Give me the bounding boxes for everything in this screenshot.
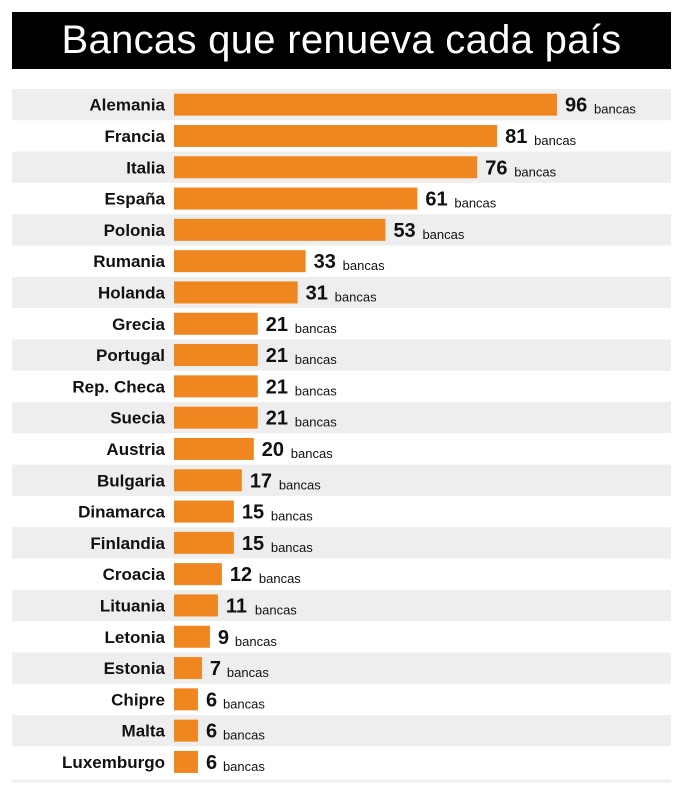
bar	[174, 625, 210, 648]
bar	[174, 312, 258, 335]
value-label: 17	[250, 470, 272, 492]
row-stripe	[12, 715, 671, 747]
value-label: 21	[266, 376, 288, 398]
category-label: Lituania	[100, 596, 166, 615]
unit-label: bancas	[422, 227, 464, 242]
bar	[174, 218, 386, 241]
unit-label: bancas	[295, 415, 337, 430]
category-label: Luxemburgo	[62, 753, 165, 772]
category-label: Dinamarca	[78, 503, 165, 522]
category-label: Portugal	[96, 346, 165, 365]
value-label: 6	[206, 721, 217, 743]
value-label: 15	[242, 533, 264, 555]
category-label: Austria	[106, 440, 165, 459]
bar	[174, 469, 242, 492]
row-stripe	[12, 402, 671, 434]
value-label: 12	[230, 564, 252, 586]
unit-label: bancas	[223, 728, 265, 743]
unit-label: bancas	[295, 321, 337, 336]
bar	[174, 594, 218, 617]
unit-label: bancas	[295, 383, 337, 398]
bottom-divider	[12, 779, 671, 783]
category-label: Holanda	[98, 283, 166, 302]
bar	[174, 750, 198, 773]
category-label: Rep. Checa	[72, 377, 165, 396]
row-stripe	[12, 276, 671, 309]
row-stripe	[12, 339, 671, 371]
value-label: 21	[266, 408, 288, 430]
category-label: Rumania	[93, 252, 165, 271]
bar	[174, 719, 198, 742]
bar	[174, 688, 198, 711]
row-stripe	[12, 589, 671, 622]
value-label: 96	[565, 95, 587, 117]
bar	[174, 344, 258, 367]
value-label: 9	[218, 627, 229, 649]
unit-label: bancas	[223, 759, 265, 774]
value-label: 31	[306, 282, 328, 304]
value-label: 21	[266, 345, 288, 367]
unit-label: bancas	[295, 352, 337, 367]
value-label: 53	[393, 220, 415, 242]
unit-label: bancas	[259, 571, 301, 586]
category-label: Finlandia	[90, 534, 165, 553]
chart-title: Bancas que renueva cada país	[12, 12, 671, 69]
unit-label: bancas	[335, 289, 377, 304]
category-label: Estonia	[104, 659, 166, 678]
value-label: 11	[226, 595, 247, 617]
value-label: 15	[242, 502, 264, 524]
value-label: 21	[266, 314, 288, 336]
unit-label: bancas	[279, 477, 321, 492]
unit-label: bancas	[514, 164, 556, 179]
category-label: Malta	[122, 722, 166, 741]
category-label: Suecia	[110, 409, 165, 428]
unit-label: bancas	[235, 634, 277, 649]
category-label: Chipre	[111, 690, 165, 709]
bar	[174, 563, 222, 586]
category-label: Bulgaria	[97, 471, 166, 490]
value-label: 20	[262, 439, 284, 461]
category-label: Croacia	[103, 565, 166, 584]
value-label: 33	[314, 251, 336, 273]
row-stripe	[12, 464, 671, 496]
bar	[174, 156, 478, 179]
bar	[174, 406, 258, 429]
bar	[174, 500, 234, 523]
category-label: Alemania	[89, 96, 165, 115]
bar	[174, 250, 306, 273]
bar	[174, 281, 298, 304]
unit-label: bancas	[594, 102, 636, 117]
value-label: 7	[210, 658, 221, 680]
value-label: 6	[206, 752, 217, 774]
unit-label: bancas	[255, 602, 297, 617]
bar	[174, 437, 254, 460]
unit-label: bancas	[343, 258, 385, 273]
category-label: Polonia	[104, 221, 166, 240]
unit-label: bancas	[454, 196, 496, 211]
category-label: Grecia	[112, 315, 165, 334]
bar	[174, 93, 557, 116]
value-label: 61	[425, 189, 447, 211]
bar	[174, 187, 418, 210]
value-label: 81	[505, 126, 527, 148]
category-label: Italia	[126, 158, 165, 177]
unit-label: bancas	[271, 509, 313, 524]
unit-label: bancas	[223, 696, 265, 711]
category-label: Letonia	[105, 628, 166, 647]
value-label: 6	[206, 689, 217, 711]
unit-label: bancas	[271, 540, 313, 555]
bar	[174, 124, 498, 147]
category-label: Francia	[105, 127, 166, 146]
row-stripe	[12, 652, 671, 684]
category-label: España	[105, 190, 166, 209]
unit-label: bancas	[291, 446, 333, 461]
row-stripe	[12, 527, 671, 559]
unit-label: bancas	[227, 665, 269, 680]
bar	[174, 531, 234, 554]
unit-label: bancas	[534, 133, 576, 148]
bar	[174, 375, 258, 398]
bar	[174, 657, 202, 680]
value-label: 76	[485, 157, 507, 179]
